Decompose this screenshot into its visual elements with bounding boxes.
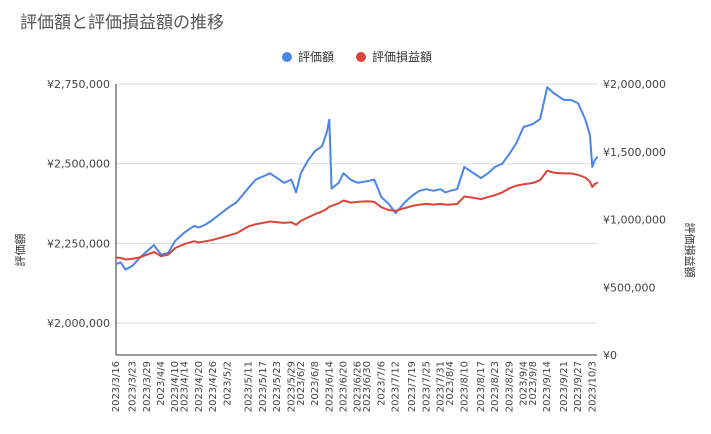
left-tick-label-2: ¥2,500,000 <box>47 158 110 171</box>
x-tick-label-14: 2023/6/8 <box>310 361 321 406</box>
x-tick-label-11: 2023/5/23 <box>272 361 283 412</box>
x-tick-label-17: 2023/6/26 <box>353 361 364 412</box>
legend-label-series-1: 評価額 <box>298 50 335 64</box>
x-tick-label-0: 2023/3/16 <box>111 361 122 412</box>
right-tick-label-1: ¥500,000 <box>603 281 656 294</box>
left-tick-label-0: ¥2,000,000 <box>47 317 110 330</box>
x-tick-label-1: 2023/3/23 <box>128 361 139 412</box>
x-tick-label-31: 2023/9/14 <box>542 361 553 412</box>
left-axis-title: 評価額 <box>13 234 27 267</box>
x-tick-label-21: 2023/7/19 <box>407 361 418 412</box>
x-tick-label-2: 2023/3/29 <box>142 361 153 412</box>
x-tick-label-7: 2023/4/26 <box>208 361 219 412</box>
x-tick-label-25: 2023/8/10 <box>459 361 470 412</box>
x-tick-label-4: 2023/4/10 <box>170 361 181 412</box>
right-tick-label-2: ¥1,000,000 <box>603 214 666 227</box>
left-tick-label-1: ¥2,250,000 <box>47 237 110 250</box>
x-tick-label-10: 2023/5/17 <box>258 361 269 412</box>
x-tick-label-18: 2023/6/30 <box>362 361 373 412</box>
x-tick-label-28: 2023/8/29 <box>504 361 515 412</box>
x-tick-label-13: 2023/6/2 <box>296 361 307 406</box>
legend-marker-series-1 <box>282 51 292 62</box>
right-axis-title: 評価損益額 <box>683 223 697 278</box>
right-tick-label-0: ¥0 <box>603 349 617 362</box>
x-tick-label-32: 2023/9/21 <box>559 361 570 412</box>
legend-item-series-2[interactable]: 評価損益額 <box>356 48 432 65</box>
series-line-2 <box>115 169 598 261</box>
x-tick-label-27: 2023/8/23 <box>490 361 501 412</box>
legend-marker-series-2 <box>356 51 367 62</box>
left-tick-label-3: ¥2,750,000 <box>47 78 110 91</box>
x-tick-label-30: 2023/9/8 <box>528 361 539 406</box>
legend: 評価額 評価損益額 <box>282 48 432 65</box>
x-tick-label-20: 2023/7/12 <box>391 361 402 412</box>
x-tick-label-22: 2023/7/25 <box>421 361 432 412</box>
legend-item-series-1[interactable]: 評価額 <box>282 48 334 65</box>
x-tick-label-8: 2023/5/2 <box>222 361 233 406</box>
x-tick-label-3: 2023/4/4 <box>156 361 167 406</box>
x-tick-label-33: 2023/9/27 <box>573 361 584 412</box>
x-tick-label-6: 2023/4/20 <box>194 361 205 412</box>
x-tick-label-29: 2023/9/4 <box>519 361 530 406</box>
chart-title: 評価額と評価損益額の推移 <box>20 13 224 33</box>
x-tick-label-9: 2023/5/11 <box>244 361 255 412</box>
x-tick-label-5: 2023/4/14 <box>180 361 191 412</box>
x-tick-label-34: 2023/10/3 <box>587 361 598 412</box>
x-tick-label-23: 2023/7/31 <box>436 361 447 412</box>
x-tick-label-16: 2023/6/20 <box>338 361 349 412</box>
series-line-1 <box>115 86 598 271</box>
x-tick-label-19: 2023/7/6 <box>376 361 387 406</box>
right-tick-label-3: ¥1,500,000 <box>603 146 666 159</box>
x-tick-label-26: 2023/8/17 <box>476 361 487 412</box>
right-tick-label-4: ¥2,000,000 <box>603 78 666 91</box>
legend-label-series-2: 評価損益額 <box>372 50 433 64</box>
x-tick-label-12: 2023/5/29 <box>286 361 297 412</box>
x-tick-label-15: 2023/6/14 <box>324 361 335 412</box>
x-tick-label-24: 2023/8/4 <box>445 361 456 406</box>
